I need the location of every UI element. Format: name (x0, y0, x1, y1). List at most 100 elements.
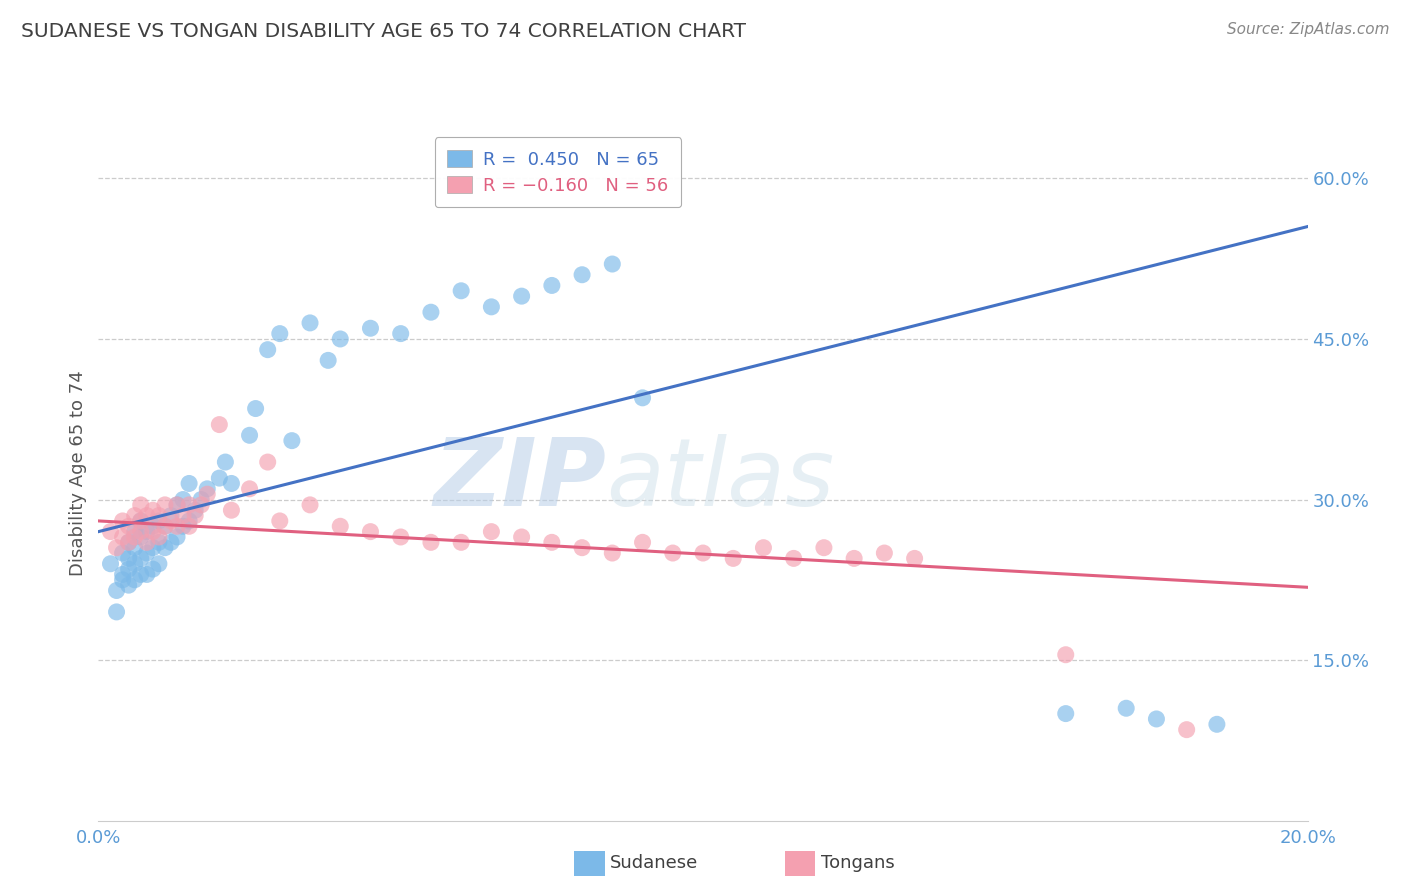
Point (135, 524, 157, 539)
Point (124, 557, 146, 571)
Point (148, 535, 170, 549)
Point (602, 546, 624, 560)
Point (190, 492, 212, 507)
Point (124, 530, 146, 544)
Point (510, 530, 533, 544)
Point (1054, 706, 1077, 721)
Legend: R =  0.450   N = 65, R = −0.160   N = 56: R = 0.450 N = 65, R = −0.160 N = 56 (434, 137, 682, 208)
Point (329, 332, 352, 346)
Point (360, 321, 382, 335)
Point (148, 514, 170, 528)
Point (129, 514, 152, 528)
Point (129, 551, 152, 566)
Point (142, 562, 165, 576)
Point (135, 546, 157, 560)
Point (153, 498, 176, 512)
Point (129, 514, 152, 528)
Point (1115, 701, 1137, 715)
Point (256, 343, 278, 357)
Point (153, 519, 176, 533)
Point (195, 482, 218, 496)
Point (142, 519, 165, 533)
Point (631, 535, 654, 549)
Point (221, 503, 243, 517)
Point (873, 546, 896, 560)
Point (389, 326, 412, 341)
Point (142, 503, 165, 517)
Point (118, 535, 141, 549)
Point (153, 519, 176, 533)
Point (111, 567, 134, 582)
Point (299, 498, 322, 512)
Point (111, 573, 134, 587)
Point (214, 455, 236, 469)
Point (160, 514, 183, 528)
Point (239, 482, 262, 496)
Point (148, 508, 170, 523)
Point (118, 578, 141, 592)
Point (172, 519, 194, 533)
Point (904, 551, 927, 566)
Point (420, 305, 443, 319)
Point (269, 514, 291, 528)
Point (100, 524, 122, 539)
Point (105, 605, 128, 619)
Point (166, 530, 188, 544)
Point (148, 530, 170, 544)
Point (124, 524, 146, 539)
Point (481, 300, 503, 314)
Text: ZIP: ZIP (433, 434, 606, 525)
Point (329, 519, 352, 533)
Point (481, 524, 503, 539)
Text: Sudanese: Sudanese (610, 855, 699, 872)
Text: Source: ZipAtlas.com: Source: ZipAtlas.com (1226, 22, 1389, 37)
Point (752, 541, 775, 555)
Point (111, 546, 134, 560)
Point (118, 562, 141, 576)
Point (631, 391, 654, 405)
Point (118, 551, 141, 566)
Point (662, 546, 685, 560)
Point (105, 541, 128, 555)
Point (179, 476, 201, 491)
Point (783, 551, 806, 566)
Point (105, 583, 128, 598)
Point (269, 326, 291, 341)
Point (179, 498, 201, 512)
Point (184, 503, 207, 517)
Point (450, 284, 472, 298)
Point (124, 573, 146, 587)
Point (142, 524, 165, 539)
Point (118, 519, 141, 533)
Point (166, 498, 188, 512)
Point (540, 278, 562, 293)
Point (129, 530, 152, 544)
Point (100, 557, 122, 571)
Point (844, 551, 866, 566)
Point (124, 541, 146, 555)
Point (142, 541, 165, 555)
Point (160, 535, 183, 549)
Point (208, 417, 231, 432)
Point (256, 455, 278, 469)
Point (111, 530, 134, 544)
Text: SUDANESE VS TONGAN DISABILITY AGE 65 TO 74 CORRELATION CHART: SUDANESE VS TONGAN DISABILITY AGE 65 TO … (21, 22, 747, 41)
Point (420, 535, 443, 549)
Point (129, 498, 152, 512)
Point (692, 546, 714, 560)
Point (245, 401, 267, 416)
Point (1054, 648, 1077, 662)
Text: atlas: atlas (606, 434, 835, 525)
Point (239, 428, 262, 442)
Point (111, 514, 134, 528)
Point (208, 471, 231, 485)
Point (1144, 712, 1167, 726)
Point (389, 530, 412, 544)
Point (172, 492, 194, 507)
Point (124, 508, 146, 523)
Point (813, 541, 835, 555)
Point (602, 257, 624, 271)
Point (450, 535, 472, 549)
Point (172, 508, 194, 523)
Point (160, 508, 183, 523)
